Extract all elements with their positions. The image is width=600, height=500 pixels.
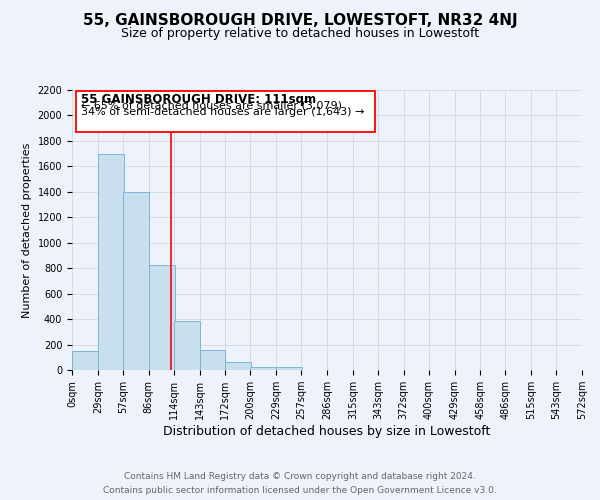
Bar [226,362,251,370]
Bar [123,192,149,370]
Text: Contains HM Land Registry data © Crown copyright and database right 2024.: Contains HM Land Registry data © Crown c… [124,472,476,481]
X-axis label: Distribution of detached houses by size in Lowestoft: Distribution of detached houses by size … [163,425,491,438]
Bar [72,351,98,370]
Text: Size of property relative to detached houses in Lowestoft: Size of property relative to detached ho… [121,28,479,40]
Text: 55, GAINSBOROUGH DRIVE, LOWESTOFT, NR32 4NJ: 55, GAINSBOROUGH DRIVE, LOWESTOFT, NR32 … [83,12,517,28]
Text: Contains public sector information licensed under the Open Government Licence v3: Contains public sector information licen… [103,486,497,495]
Bar [149,265,175,370]
Bar [250,367,276,370]
Bar [173,321,199,370]
Bar [199,350,226,370]
Bar [98,154,124,370]
Bar [276,367,302,370]
Text: 55 GAINSBOROUGH DRIVE: 111sqm: 55 GAINSBOROUGH DRIVE: 111sqm [81,93,316,106]
Text: 34% of semi-detached houses are larger (1,643) →: 34% of semi-detached houses are larger (… [81,107,364,117]
Y-axis label: Number of detached properties: Number of detached properties [22,142,32,318]
Text: ← 65% of detached houses are smaller (3,079): ← 65% of detached houses are smaller (3,… [81,100,342,110]
FancyBboxPatch shape [76,90,375,132]
